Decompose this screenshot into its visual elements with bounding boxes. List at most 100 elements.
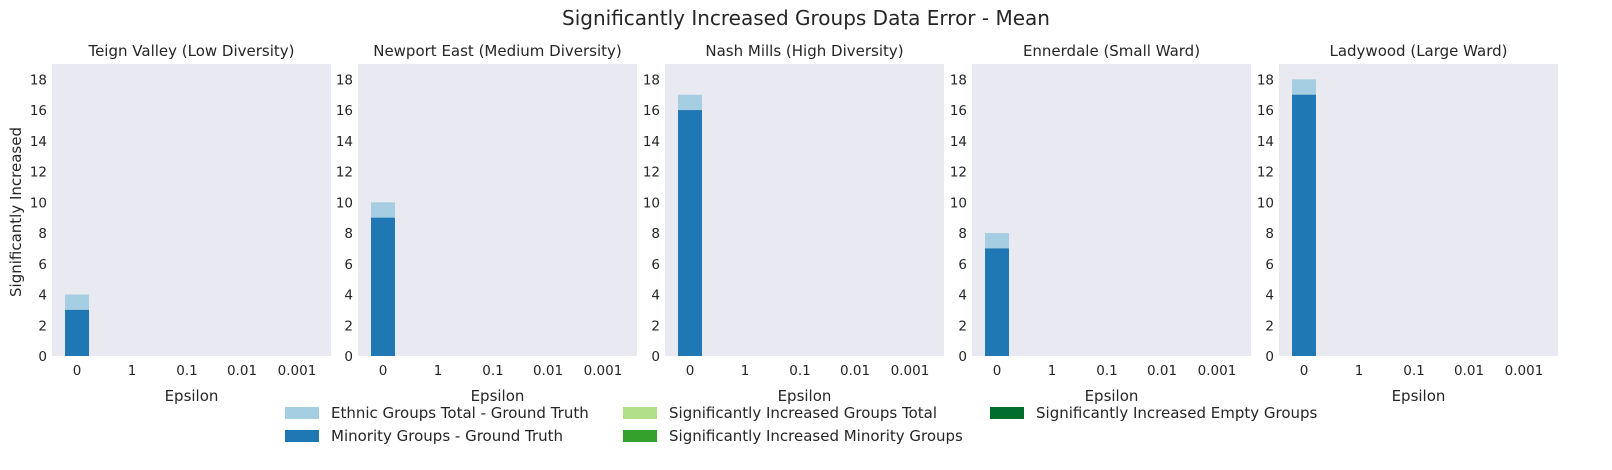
figure-title: Significantly Increased Groups Data Erro… xyxy=(562,6,1050,30)
y-tick-label: 6 xyxy=(38,257,47,273)
x-tick-label: 0 xyxy=(686,363,695,379)
y-tick-label: 6 xyxy=(651,257,660,273)
y-tick-label: 2 xyxy=(958,318,967,334)
x-tick-label: 0.001 xyxy=(584,363,623,379)
bar-minority xyxy=(371,217,395,356)
y-tick-label: 8 xyxy=(958,226,967,242)
x-tick-label: 1 xyxy=(128,363,137,379)
y-tick-label: 4 xyxy=(651,288,660,304)
x-tick-label: 0.001 xyxy=(891,363,930,379)
legend-item: Minority Groups - Ground Truth xyxy=(285,427,563,445)
x-tick-label: 0.001 xyxy=(1198,363,1237,379)
y-tick-label: 12 xyxy=(643,165,660,181)
x-tick-label: 0.001 xyxy=(1505,363,1544,379)
x-tick-label: 0.1 xyxy=(1403,363,1424,379)
y-tick-label: 4 xyxy=(38,288,47,304)
y-tick-label: 4 xyxy=(958,288,967,304)
plot-area xyxy=(52,64,331,356)
chart-panel: Nash Mills (High Diversity)0246810121416… xyxy=(643,42,944,405)
y-tick-label: 18 xyxy=(336,72,353,88)
y-tick-label: 8 xyxy=(1265,226,1274,242)
y-tick-label: 18 xyxy=(1257,72,1274,88)
legend-label: Significantly Increased Empty Groups xyxy=(1036,404,1318,422)
plot-area xyxy=(358,64,637,356)
x-tick-label: 0 xyxy=(379,363,388,379)
legend-item: Ethnic Groups Total - Ground Truth xyxy=(285,404,589,422)
x-axis-label: Epsilon xyxy=(1392,387,1446,405)
y-tick-label: 2 xyxy=(344,318,353,334)
x-tick-label: 0.01 xyxy=(533,363,563,379)
chart-panel: Teign Valley (Low Diversity)024681012141… xyxy=(30,42,331,405)
y-tick-label: 10 xyxy=(1257,195,1274,211)
legend-item: Significantly Increased Groups Total xyxy=(623,404,937,422)
y-tick-label: 14 xyxy=(643,134,660,150)
y-tick-label: 0 xyxy=(38,349,47,365)
y-tick-label: 18 xyxy=(950,72,967,88)
y-tick-label: 10 xyxy=(30,195,47,211)
legend-label: Significantly Increased Minority Groups xyxy=(669,427,963,445)
legend-swatch xyxy=(623,407,657,419)
y-tick-label: 6 xyxy=(1265,257,1274,273)
y-tick-label: 12 xyxy=(336,165,353,181)
legend-swatch xyxy=(623,430,657,442)
plot-area xyxy=(972,64,1251,356)
chart-panels: Teign Valley (Low Diversity)024681012141… xyxy=(30,42,1558,405)
x-tick-label: 0.01 xyxy=(1147,363,1177,379)
y-tick-label: 16 xyxy=(30,103,47,119)
x-tick-label: 0.1 xyxy=(1096,363,1117,379)
chart-legend: Ethnic Groups Total - Ground Truth Minori… xyxy=(285,404,1318,445)
x-axis-label: Epsilon xyxy=(1085,387,1139,405)
x-tick-label: 0.01 xyxy=(227,363,257,379)
y-tick-label: 10 xyxy=(643,195,660,211)
chart-panel: Ennerdale (Small Ward) 0 2 4 6 8 10 12 14 16 18 0 1 0… xyxy=(950,42,1251,405)
legend-item: Significantly Increased Minority Groups xyxy=(623,427,963,445)
y-tick-label: 12 xyxy=(1257,165,1274,181)
chart-panel: Newport East (Medium Diversity)024681012… xyxy=(336,42,637,405)
plot-area xyxy=(665,64,944,356)
x-axis-label: Epsilon xyxy=(471,387,525,405)
plot-area xyxy=(1279,64,1558,356)
legend-swatch xyxy=(285,407,319,419)
y-tick-label: 10 xyxy=(950,195,967,211)
y-tick-label: 2 xyxy=(1265,318,1274,334)
y-tick-label: 4 xyxy=(1265,288,1274,304)
y-tick-label: 12 xyxy=(30,165,47,181)
panel-title: Teign Valley (Low Diversity) xyxy=(87,42,294,60)
x-tick-label: 0.01 xyxy=(840,363,870,379)
y-tick-label: 18 xyxy=(30,72,47,88)
bar-minority xyxy=(985,248,1009,356)
x-tick-label: 0 xyxy=(993,363,1002,379)
y-tick-label: 0 xyxy=(651,349,660,365)
legend-label: Ethnic Groups Total - Ground Truth xyxy=(331,404,589,422)
panel-title: Ennerdale (Small Ward) xyxy=(1023,42,1200,60)
x-tick-label: 1 xyxy=(1048,363,1057,379)
x-tick-label: 1 xyxy=(741,363,750,379)
y-tick-label: 8 xyxy=(651,226,660,242)
bar-minority xyxy=(678,110,702,357)
x-tick-label: 0.1 xyxy=(482,363,503,379)
x-tick-label: 0 xyxy=(73,363,82,379)
y-tick-label: 4 xyxy=(344,288,353,304)
y-tick-label: 14 xyxy=(336,134,353,150)
y-tick-label: 18 xyxy=(643,72,660,88)
y-tick-label: 10 xyxy=(336,195,353,211)
x-tick-label: 1 xyxy=(1355,363,1364,379)
x-tick-label: 0 xyxy=(1300,363,1309,379)
x-tick-label: 0.1 xyxy=(176,363,197,379)
y-axis-label: Significantly Increased xyxy=(7,127,25,297)
panel-title: Nash Mills (High Diversity) xyxy=(705,42,903,60)
y-tick-label: 2 xyxy=(38,318,47,334)
x-axis-label: Epsilon xyxy=(165,387,219,405)
x-tick-label: 0.01 xyxy=(1454,363,1484,379)
y-tick-label: 8 xyxy=(38,226,47,242)
y-tick-label: 16 xyxy=(643,103,660,119)
legend-swatch xyxy=(285,430,319,442)
y-tick-label: 16 xyxy=(1257,103,1274,119)
legend-swatch xyxy=(990,407,1024,419)
y-tick-label: 12 xyxy=(950,165,967,181)
panel-title: Newport East (Medium Diversity) xyxy=(373,42,622,60)
x-tick-label: 1 xyxy=(434,363,443,379)
legend-label: Minority Groups - Ground Truth xyxy=(331,427,563,445)
y-tick-label: 0 xyxy=(958,349,967,365)
